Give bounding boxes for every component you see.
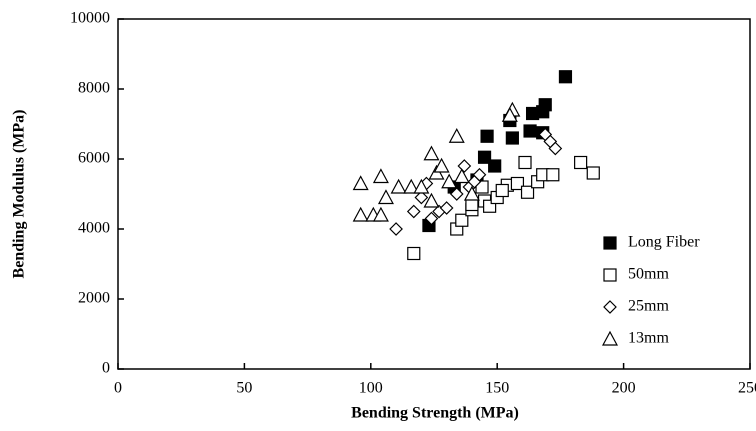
y-axis-label: Bending Modulus (MPa)	[11, 110, 28, 279]
x-axis-label: Bending Strength (MPa)	[351, 405, 519, 422]
x-tick-label: 150	[485, 380, 509, 397]
legend-label: Long Fiber	[628, 234, 700, 251]
y-tick-label: 4000	[78, 220, 110, 237]
point	[441, 173, 458, 189]
y-tick-label: 10000	[70, 10, 110, 27]
y-tick-label: 6000	[78, 150, 110, 167]
point	[518, 155, 532, 170]
x-tick-label: 200	[612, 380, 636, 397]
point	[403, 178, 420, 194]
point	[523, 124, 537, 138]
point	[423, 192, 440, 208]
point	[448, 127, 465, 143]
point	[389, 222, 403, 236]
point	[352, 206, 369, 222]
point	[449, 187, 464, 201]
point	[372, 206, 389, 222]
legend-marker	[603, 300, 617, 314]
point	[406, 204, 421, 219]
point	[457, 159, 472, 173]
point	[377, 189, 394, 205]
point	[414, 190, 429, 205]
point	[574, 155, 588, 170]
legend-label: 25mm	[628, 298, 669, 315]
point	[372, 168, 389, 184]
legend-marker	[601, 330, 619, 346]
point	[453, 168, 470, 184]
legend-label: 50mm	[628, 266, 669, 283]
point	[463, 185, 480, 201]
y-tick-label: 0	[102, 360, 110, 377]
x-tick-label: 50	[236, 380, 252, 397]
point	[586, 166, 600, 180]
point	[488, 159, 502, 173]
point	[495, 183, 509, 198]
point	[477, 150, 492, 164]
x-tick-label: 250	[738, 380, 756, 397]
point	[439, 201, 454, 215]
point	[352, 175, 369, 191]
point	[472, 167, 487, 182]
point	[407, 246, 421, 261]
point	[558, 70, 573, 84]
point	[520, 185, 535, 199]
point	[501, 106, 518, 122]
point	[525, 106, 540, 121]
point	[424, 211, 439, 226]
legend-label: 13mm	[628, 330, 669, 347]
legend-marker	[603, 268, 617, 282]
point	[548, 141, 563, 156]
legend-marker	[603, 236, 617, 250]
point	[413, 178, 430, 194]
y-tick-label: 8000	[78, 80, 110, 97]
point	[505, 131, 519, 145]
x-tick-label: 100	[359, 380, 383, 397]
point	[433, 157, 450, 173]
point	[455, 213, 469, 227]
x-tick-label: 0	[114, 380, 122, 397]
point	[390, 178, 407, 194]
plot-frame	[117, 18, 751, 370]
point	[480, 129, 494, 143]
point	[546, 168, 560, 182]
point	[423, 145, 440, 161]
y-tick-label: 2000	[78, 290, 110, 307]
point	[510, 176, 525, 191]
